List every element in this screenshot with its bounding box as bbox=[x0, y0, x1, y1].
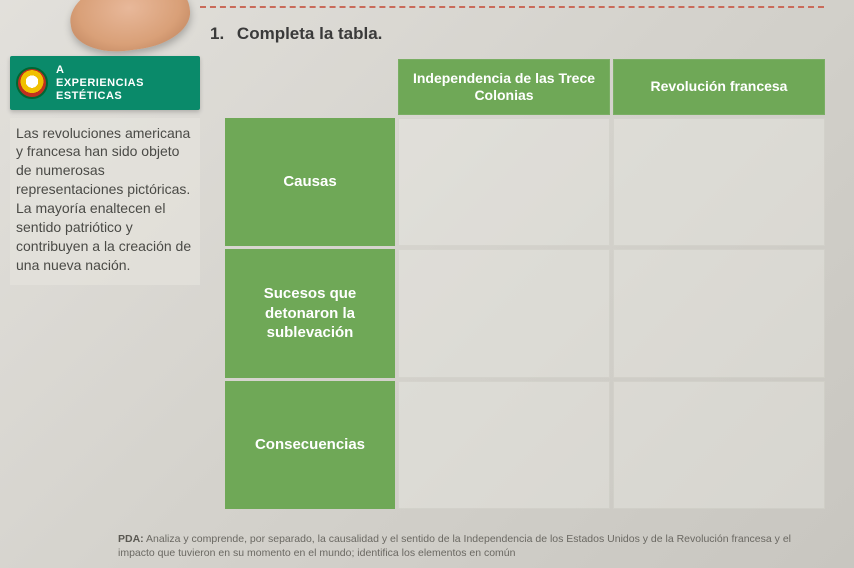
finger-photo-artifact bbox=[66, 0, 195, 58]
pda-text: Analiza y comprende, por separado, la ca… bbox=[118, 533, 791, 559]
badge-line-3: ESTÉTICAS bbox=[56, 90, 190, 103]
row-header-consecuencias: Consecuencias bbox=[225, 381, 395, 509]
page: 1. Completa la tabla. A EXPERIENCIAS EST… bbox=[0, 0, 854, 568]
badge-line-1: A bbox=[56, 64, 190, 77]
decorative-dashed-border bbox=[200, 6, 824, 8]
cell-sucesos-francesa[interactable] bbox=[613, 249, 825, 378]
instruction-line: 1. Completa la tabla. bbox=[210, 24, 382, 44]
badge-icon bbox=[16, 67, 48, 99]
instruction-text: Completa la tabla. bbox=[237, 24, 382, 43]
column-header-2: Revolución francesa bbox=[613, 59, 825, 115]
cell-causas-colonias[interactable] bbox=[398, 118, 610, 246]
table-corner-empty bbox=[225, 59, 395, 115]
badge-line-2: EXPERIENCIAS bbox=[56, 77, 190, 90]
sidebar-paragraph: Las revoluciones americana y francesa ha… bbox=[10, 118, 200, 285]
experiences-badge: A EXPERIENCIAS ESTÉTICAS bbox=[10, 56, 200, 110]
cell-consecuencias-francesa[interactable] bbox=[613, 381, 825, 509]
table: Independencia de las Trece Colonias Revo… bbox=[222, 56, 828, 512]
cell-causas-francesa[interactable] bbox=[613, 118, 825, 246]
cell-sucesos-colonias[interactable] bbox=[398, 249, 610, 378]
row-header-causas: Causas bbox=[225, 118, 395, 246]
column-header-1: Independencia de las Trece Colonias bbox=[398, 59, 610, 115]
pda-footer: PDA: Analiza y comprende, por separado, … bbox=[118, 532, 824, 560]
table-row: Sucesos que detonaron la sublevación bbox=[225, 249, 825, 378]
cell-consecuencias-colonias[interactable] bbox=[398, 381, 610, 509]
sidebar: A EXPERIENCIAS ESTÉTICAS Las revolucione… bbox=[10, 56, 200, 285]
instruction-number: 1. bbox=[210, 24, 224, 43]
comparison-table: Independencia de las Trece Colonias Revo… bbox=[222, 56, 828, 512]
row-header-sucesos: Sucesos que detonaron la sublevación bbox=[225, 249, 395, 378]
table-row: Causas bbox=[225, 118, 825, 246]
table-row: Consecuencias bbox=[225, 381, 825, 509]
pda-label: PDA: bbox=[118, 533, 144, 545]
